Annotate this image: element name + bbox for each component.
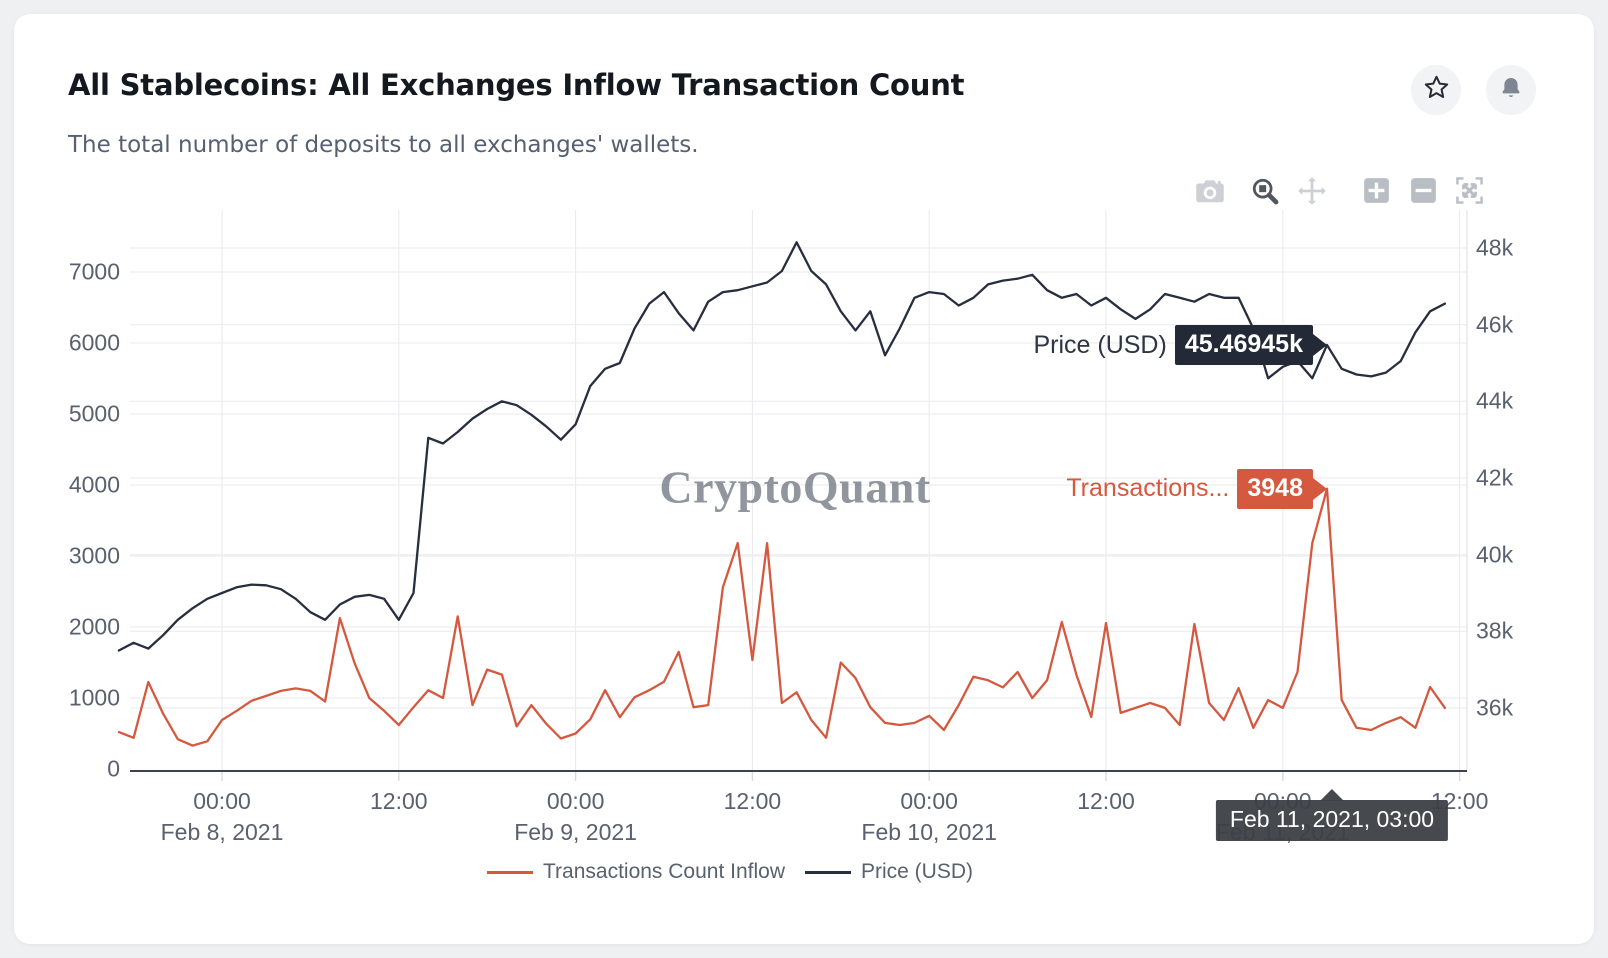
y-axis-left-tick: 0 bbox=[107, 755, 120, 782]
price-hover-arrow bbox=[1313, 334, 1327, 356]
transactions-hover-text: Transactions... bbox=[1066, 474, 1230, 503]
y-axis-left-tick: 3000 bbox=[68, 542, 120, 569]
y-axis-right-tick: 46k bbox=[1476, 311, 1514, 338]
price-hover-value: 45.46945k bbox=[1174, 325, 1313, 365]
x-axis-date-tick: Feb 8, 2021 bbox=[160, 819, 284, 845]
y-axis-right-tick: 36k bbox=[1476, 694, 1514, 721]
plot-modebar bbox=[1195, 176, 1484, 211]
plot-area[interactable]: CryptoQuant 0 1000 2000 3000 4000 5000 6000 7000… bbox=[14, 14, 1594, 944]
page-title: All Stablecoins: All Exchanges Inflow Tr… bbox=[68, 68, 965, 102]
y-axis-left-tick: 6000 bbox=[68, 329, 120, 356]
x-axis-time-tick: 12:00 bbox=[1077, 788, 1135, 814]
x-axis-date-tick: Feb 10, 2021 bbox=[861, 819, 997, 845]
zoom-box-icon bbox=[1251, 177, 1279, 210]
pan-icon bbox=[1297, 176, 1327, 211]
legend-swatch bbox=[486, 870, 533, 874]
y-axis-left-tick: 5000 bbox=[68, 400, 120, 427]
transactions-hover-value: 3948 bbox=[1237, 468, 1313, 509]
autoscale-icon bbox=[1455, 176, 1484, 210]
autoscale-button[interactable] bbox=[1455, 176, 1484, 210]
transactions-hover-label: Transactions... 3948 bbox=[1066, 468, 1327, 509]
cryptoquant-watermark: CryptoQuant bbox=[659, 461, 931, 513]
transactions-hover-arrow bbox=[1313, 477, 1327, 500]
page-subtitle: The total number of deposits to all exch… bbox=[68, 132, 699, 158]
legend-label: Transactions Count Inflow bbox=[542, 860, 785, 883]
zoom-in-icon bbox=[1363, 177, 1390, 209]
bell-icon bbox=[1498, 75, 1524, 106]
header-actions bbox=[1411, 65, 1536, 115]
y-axis-right-tick: 48k bbox=[1476, 234, 1514, 261]
price-hover-label: Price (USD) 45.46945k bbox=[1033, 325, 1327, 365]
y-axis-right-tick: 42k bbox=[1476, 464, 1514, 491]
chart-legend: Transactions Count Inflow Price (USD) bbox=[14, 860, 1446, 884]
x-axis-time-tick: 00:00 bbox=[900, 788, 958, 814]
star-icon bbox=[1423, 74, 1450, 106]
price-hover-text: Price (USD) bbox=[1033, 330, 1167, 359]
download-png-button[interactable] bbox=[1195, 178, 1225, 208]
legend-label: Price (USD) bbox=[861, 860, 974, 883]
legend-item-transactions[interactable]: Transactions Count Inflow bbox=[486, 860, 785, 884]
y-axis-left-tick: 7000 bbox=[68, 258, 120, 285]
y-axis-right-tick: 38k bbox=[1476, 617, 1514, 644]
x-axis-time-tick: 12:00 bbox=[723, 788, 782, 814]
zoom-in-button[interactable] bbox=[1363, 178, 1390, 208]
zoom-mode-button[interactable] bbox=[1251, 178, 1279, 208]
y-axis-right-tick: 44k bbox=[1476, 387, 1514, 414]
zoom-out-button[interactable] bbox=[1410, 178, 1437, 208]
camera-icon bbox=[1195, 178, 1225, 209]
x-axis-hover-tooltip: Feb 11, 2021, 03:00 bbox=[1215, 800, 1449, 841]
pan-mode-button[interactable] bbox=[1297, 176, 1327, 211]
zoom-out-icon bbox=[1410, 177, 1437, 209]
x-axis-time-tick: 00:00 bbox=[193, 788, 251, 814]
y-axis-left-tick: 4000 bbox=[68, 471, 120, 498]
series-line-price bbox=[117, 241, 1447, 652]
y-axis-right-tick: 40k bbox=[1476, 541, 1514, 568]
chart-canvas[interactable] bbox=[14, 14, 1594, 944]
series-line-transactions bbox=[117, 487, 1447, 747]
x-axis-date-tick: Feb 9, 2021 bbox=[514, 819, 637, 845]
y-axis-left-tick: 2000 bbox=[68, 613, 120, 640]
y-axis-left-tick: 1000 bbox=[68, 684, 120, 711]
favorite-button[interactable] bbox=[1411, 65, 1461, 115]
x-axis-time-tick: 12:00 bbox=[370, 788, 428, 814]
chart-card: All Stablecoins: All Exchanges Inflow Tr… bbox=[14, 14, 1594, 944]
x-axis-time-tick: 00:00 bbox=[546, 788, 605, 814]
legend-item-price[interactable]: Price (USD) bbox=[805, 860, 973, 884]
notifications-button[interactable] bbox=[1486, 65, 1536, 115]
legend-swatch bbox=[805, 870, 851, 874]
